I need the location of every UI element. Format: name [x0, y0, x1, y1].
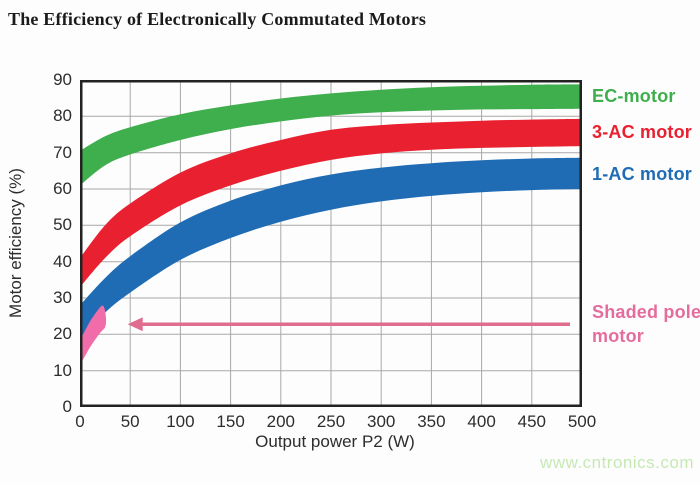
x-tick-label-50: 50 — [120, 412, 140, 431]
legend-1ac-motor: 1-AC motor — [592, 164, 692, 184]
x-tick-label-400: 400 — [467, 412, 496, 431]
legend-shaded-pole-line2: motor — [592, 326, 644, 346]
band-3-ac-motor — [80, 118, 582, 288]
x-tick-label-0: 0 — [75, 412, 85, 431]
band-ec-motor — [80, 84, 582, 186]
x-tick-label-300: 300 — [367, 412, 396, 431]
efficiency-bands — [80, 84, 582, 338]
legend-ec-motor: EC-motor — [592, 86, 676, 106]
legend-shaded-pole-motor: Shaded pole motor — [592, 300, 700, 348]
x-axis-title: Output power P2 (W) — [255, 432, 415, 451]
plot-frame — [80, 80, 582, 407]
y-tick-label-50: 50 — [53, 215, 72, 235]
x-tick-label-350: 350 — [417, 412, 446, 431]
legend-3ac-motor: 3-AC motor — [592, 122, 692, 142]
legend-shaded-pole-line1: Shaded pole — [592, 302, 700, 322]
plot-area — [80, 80, 582, 407]
efficiency-chart-svg — [80, 80, 582, 407]
y-tick-label-60: 60 — [53, 179, 72, 198]
y-tick-label-30: 30 — [53, 288, 72, 307]
band-1-ac-motor — [80, 157, 582, 338]
page-title: The Efficiency of Electronically Commuta… — [8, 9, 427, 29]
shaded-pole-arrow — [127, 317, 570, 332]
y-tick-label-20: 20 — [53, 324, 72, 344]
y-tick-label-80: 80 — [53, 106, 72, 126]
y-tick-label-90: 90 — [53, 70, 72, 89]
watermark-text: www.cntronics.com — [540, 453, 694, 472]
x-tick-label-450: 450 — [517, 412, 546, 431]
x-tick-label-100: 100 — [166, 412, 195, 431]
x-tick-label-500: 500 — [567, 412, 597, 431]
shaded-pole-wedge — [80, 305, 107, 366]
y-tick-label-40: 40 — [53, 251, 72, 271]
y-tick-label-10: 10 — [53, 360, 72, 380]
y-tick-label-0: 0 — [62, 397, 72, 416]
x-tick-label-250: 250 — [316, 412, 346, 431]
x-tick-label-200: 200 — [266, 412, 295, 431]
y-axis-title: Motor efficiency (%) — [6, 168, 25, 318]
y-tick-label-70: 70 — [53, 142, 72, 162]
x-tick-label-150: 150 — [216, 412, 245, 431]
